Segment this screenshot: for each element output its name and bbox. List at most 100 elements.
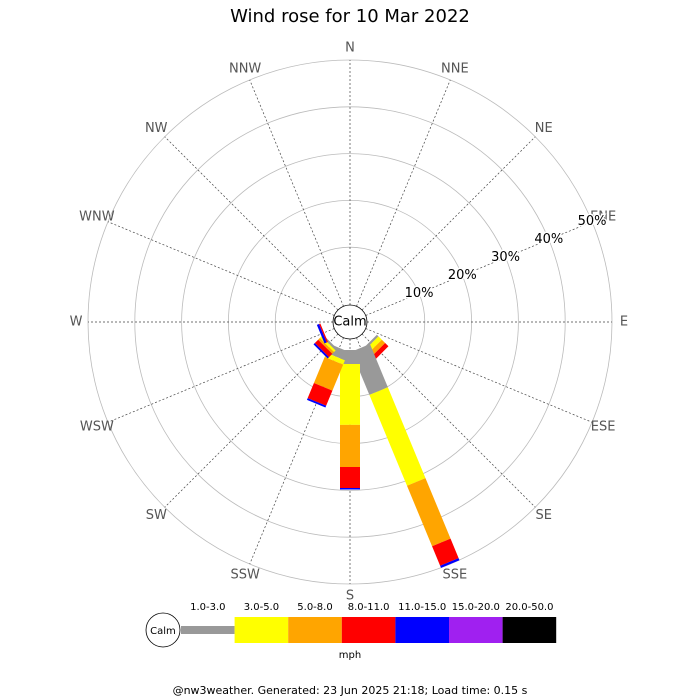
bar-segment	[330, 292, 349, 300]
legend-label: 11.0-15.0	[398, 602, 446, 613]
direction-label: N	[345, 41, 355, 56]
bar-segment	[330, 292, 349, 300]
spoke	[365, 221, 593, 316]
bar-segment	[314, 339, 333, 358]
legend-swatch	[502, 617, 557, 643]
bar-segment	[318, 338, 334, 354]
legend-swatch	[395, 617, 449, 643]
direction-label: NNE	[441, 61, 469, 76]
bar-segment	[340, 467, 360, 489]
bar-segment	[372, 302, 380, 321]
bar-segment	[320, 302, 328, 321]
bar-segment	[351, 292, 370, 300]
legend-calm	[145, 612, 181, 648]
bar-segment	[371, 343, 389, 361]
bar-segment	[320, 302, 328, 321]
legend-calm-label: Calm	[150, 626, 176, 637]
bar-segment	[320, 302, 328, 321]
direction-label: WSW	[80, 419, 114, 434]
direction-label: SSW	[230, 568, 260, 583]
bar-segment	[351, 292, 370, 300]
ring-label: 50%	[578, 214, 607, 229]
direction-label: SW	[146, 508, 167, 523]
ring	[134, 106, 566, 538]
bar-segment	[320, 302, 328, 321]
bar-segment	[330, 292, 349, 300]
legend-label: 3.0-5.0	[244, 602, 279, 613]
direction-label: S	[346, 589, 354, 604]
bar-segment	[340, 488, 360, 490]
bar-segment	[330, 292, 349, 300]
bar-segment	[351, 292, 370, 300]
bar-segment	[351, 292, 370, 300]
spoke	[164, 333, 339, 508]
bar-segment	[372, 302, 380, 321]
legend-swatch	[341, 617, 396, 643]
bar-segment	[372, 302, 380, 321]
bar-segment	[440, 558, 460, 568]
bar-segment	[330, 292, 349, 300]
legend-label: 8.0-11.0	[348, 602, 390, 613]
direction-label: WNW	[79, 210, 115, 225]
bar-segment	[351, 344, 388, 395]
legend-label: 5.0-8.0	[297, 602, 332, 613]
spoke	[356, 79, 451, 307]
bar-segment	[320, 302, 328, 321]
bar-segment	[320, 302, 328, 321]
direction-label: ENE	[590, 210, 616, 225]
bar-segment	[316, 324, 327, 344]
bar-segment	[330, 292, 349, 300]
direction-label: NW	[145, 121, 168, 136]
direction-label: SE	[536, 508, 552, 523]
direction-label: W	[70, 315, 83, 330]
legend-label: 20.0-50.0	[505, 602, 553, 613]
bar-segment	[313, 343, 329, 359]
ring-label: 40%	[534, 232, 563, 247]
ring-label: 30%	[491, 250, 520, 265]
legend-swatch	[288, 617, 342, 643]
bar-segment	[320, 302, 328, 321]
spoke	[361, 136, 536, 311]
bar-segment	[319, 323, 328, 343]
bar-segment	[372, 302, 380, 321]
bar-segment	[330, 292, 349, 300]
ring-label: 10%	[405, 286, 434, 301]
legend-label: 15.0-20.0	[452, 602, 500, 613]
bar-segment	[306, 398, 327, 408]
spoke	[365, 328, 593, 423]
bar-segment	[351, 292, 370, 300]
direction-label: NE	[535, 121, 553, 136]
legend-swatch	[449, 617, 503, 643]
bar-segment	[351, 292, 370, 300]
legend-swatch	[181, 626, 235, 634]
bar-segment	[372, 302, 380, 321]
legend-label: 1.0-3.0	[190, 602, 225, 613]
bar-segment	[313, 357, 344, 391]
bar-segment	[351, 292, 370, 300]
spoke	[249, 79, 344, 307]
calm-circle	[332, 304, 368, 340]
direction-label: ESE	[591, 419, 616, 434]
chart-title: Wind rose for 10 Mar 2022	[230, 6, 470, 27]
bar-segment	[307, 382, 333, 406]
spoke	[164, 136, 339, 311]
direction-label: NNW	[229, 61, 261, 76]
bar-segment	[432, 538, 459, 566]
bar-segment	[340, 424, 360, 467]
bar-segment	[369, 387, 426, 486]
direction-label: SSE	[442, 568, 467, 583]
direction-label: E	[620, 315, 628, 330]
legend-swatch	[234, 617, 289, 643]
spoke	[107, 221, 335, 316]
footer: @nw3weather. Generated: 23 Jun 2025 21:1…	[173, 684, 528, 697]
bar-segment	[372, 302, 380, 321]
bar-segment	[340, 364, 360, 425]
bar-segment	[372, 302, 380, 321]
bar-segment	[406, 478, 451, 547]
calm-label: Calm	[333, 315, 366, 330]
legend-unit: mph	[339, 650, 361, 661]
spoke	[107, 328, 335, 423]
spoke	[361, 333, 536, 508]
ring	[181, 153, 519, 491]
